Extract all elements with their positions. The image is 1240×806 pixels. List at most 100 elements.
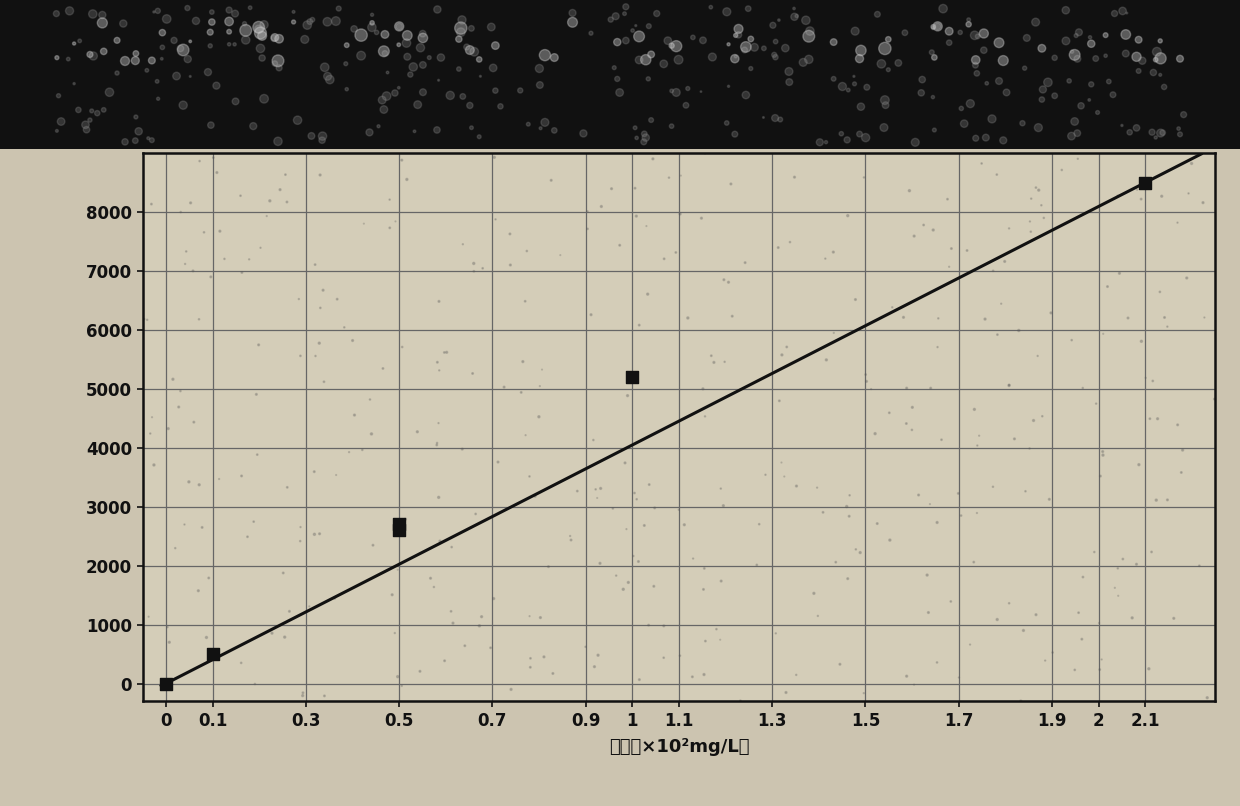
Point: [769, 14, 789, 27]
Point: [389, 81, 409, 94]
Point: [252, 52, 272, 64]
Point: [746, 559, 766, 571]
Point: [138, 314, 157, 326]
Point: [1122, 612, 1142, 625]
Point: [264, 32, 284, 45]
Point: [115, 135, 135, 148]
Point: [844, 77, 864, 90]
Point: [866, 427, 885, 440]
Point: [181, 197, 201, 210]
Point: [653, 651, 673, 664]
Point: [702, 349, 722, 362]
Point: [771, 456, 791, 469]
Point: [924, 223, 944, 236]
Point: [1004, 432, 1024, 445]
Point: [139, 131, 159, 144]
Point: [765, 35, 785, 48]
Point: [397, 29, 417, 42]
Point: [670, 650, 689, 663]
Point: [951, 102, 971, 115]
Point: [754, 42, 774, 55]
Point: [897, 382, 916, 395]
Point: [202, 15, 222, 28]
Point: [180, 35, 200, 48]
Point: [1153, 127, 1173, 139]
Point: [443, 617, 463, 629]
Point: [456, 40, 476, 53]
Point: [937, 193, 957, 206]
Point: [241, 2, 260, 15]
Point: [1127, 50, 1147, 63]
Point: [521, 661, 541, 674]
Point: [226, 7, 246, 20]
Point: [234, 17, 254, 30]
Point: [694, 562, 714, 575]
Point: [47, 52, 67, 64]
Point: [379, 222, 399, 235]
Point: [76, 118, 95, 131]
Point: [249, 21, 269, 34]
Point: [851, 546, 870, 559]
Point: [165, 542, 185, 555]
Point: [636, 219, 656, 232]
Point: [1025, 15, 1045, 28]
Point: [639, 73, 658, 85]
Point: [210, 472, 229, 485]
Point: [872, 57, 892, 70]
Point: [1061, 130, 1081, 143]
Point: [304, 465, 324, 478]
Point: [268, 54, 288, 67]
Point: [392, 679, 412, 692]
Point: [629, 53, 649, 66]
Point: [1099, 75, 1118, 88]
Point: [730, 695, 750, 708]
Point: [883, 301, 903, 314]
Point: [823, 73, 843, 85]
Point: [563, 6, 583, 19]
Point: [277, 196, 296, 209]
Point: [471, 610, 491, 623]
Point: [951, 509, 971, 522]
Point: [920, 497, 940, 510]
Point: [166, 69, 186, 82]
Point: [744, 41, 764, 54]
Point: [93, 16, 113, 29]
Point: [1127, 183, 1147, 196]
Point: [903, 401, 923, 413]
Point: [626, 210, 646, 222]
Point: [397, 36, 417, 49]
Point: [300, 15, 320, 28]
Point: [636, 131, 656, 144]
Point: [362, 21, 382, 34]
Point: [1013, 117, 1033, 130]
Point: [1009, 324, 1029, 337]
Point: [816, 135, 836, 148]
Point: [1011, 695, 1030, 708]
Point: [694, 668, 714, 681]
Point: [905, 136, 925, 149]
Point: [800, 25, 820, 38]
Point: [966, 59, 986, 72]
Point: [148, 75, 167, 88]
Point: [179, 476, 198, 488]
Point: [413, 59, 433, 72]
Point: [1171, 52, 1190, 65]
Point: [1061, 334, 1081, 347]
Point: [966, 132, 986, 145]
Point: [723, 310, 743, 322]
Point: [1025, 181, 1045, 194]
Point: [831, 127, 851, 140]
Point: [269, 61, 289, 74]
Point: [290, 350, 310, 363]
Point: [413, 85, 433, 98]
Point: [644, 152, 663, 165]
Point: [501, 259, 521, 272]
Point: [921, 46, 941, 59]
Point: [719, 80, 739, 93]
Point: [198, 571, 218, 584]
Point: [779, 65, 799, 78]
Point: [670, 207, 689, 220]
Point: [1174, 108, 1194, 121]
Point: [279, 604, 299, 617]
Point: [326, 468, 346, 481]
